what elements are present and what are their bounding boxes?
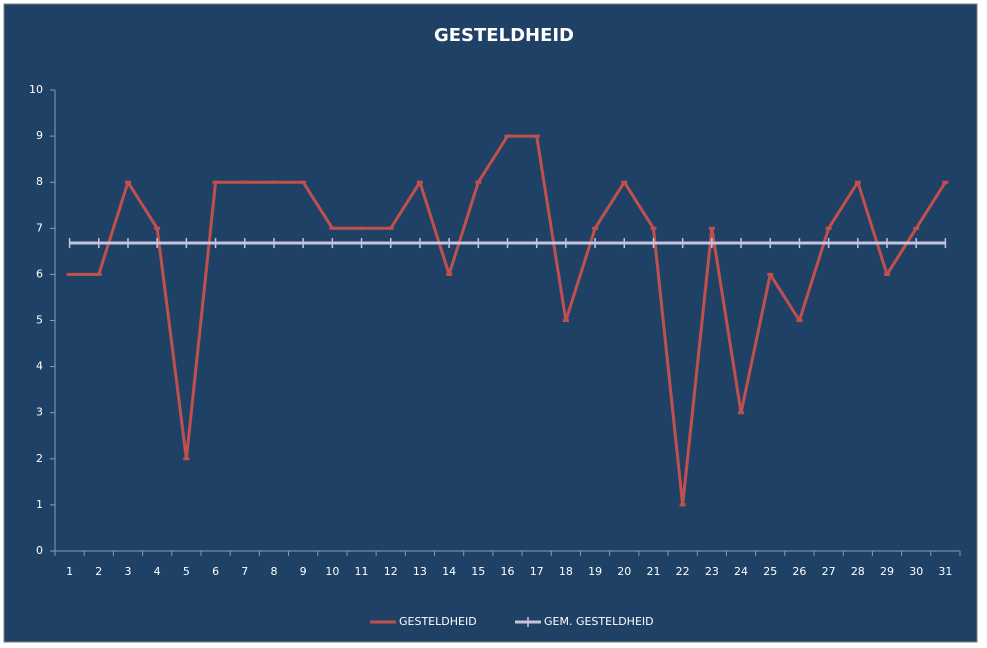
x-tick-label: 22 (676, 565, 690, 578)
x-tick-label: 29 (880, 565, 894, 578)
y-tick-label: 0 (36, 544, 43, 557)
x-tick-label: 1 (66, 565, 73, 578)
x-tick-label: 25 (763, 565, 777, 578)
y-tick-label: 2 (36, 452, 43, 465)
chart-background (3, 3, 978, 643)
y-tick-label: 5 (36, 314, 43, 327)
x-tick-label: 12 (384, 565, 398, 578)
x-tick-label: 15 (471, 565, 485, 578)
x-tick-label: 3 (124, 565, 131, 578)
x-tick-label: 7 (241, 565, 248, 578)
x-tick-label: 30 (909, 565, 923, 578)
y-tick-label: 9 (36, 129, 43, 142)
chart-title: GESTELDHEID (434, 25, 574, 46)
x-tick-label: 19 (588, 565, 602, 578)
x-tick-label: 28 (851, 565, 865, 578)
x-tick-label: 13 (413, 565, 427, 578)
x-tick-label: 24 (734, 565, 748, 578)
y-tick-label: 4 (36, 360, 43, 373)
x-tick-label: 16 (501, 565, 515, 578)
x-tick-label: 9 (300, 565, 307, 578)
x-tick-label: 18 (559, 565, 573, 578)
y-tick-label: 8 (36, 175, 43, 188)
x-tick-label: 14 (442, 565, 456, 578)
x-tick-label: 5 (183, 565, 190, 578)
y-tick-label: 6 (36, 267, 43, 280)
x-tick-label: 11 (355, 565, 369, 578)
x-tick-label: 26 (792, 565, 806, 578)
x-tick-label: 21 (646, 565, 660, 578)
legend-label: GEM. GESTELDHEID (544, 615, 654, 628)
y-tick-label: 10 (29, 83, 43, 96)
x-tick-label: 10 (325, 565, 339, 578)
x-tick-label: 31 (938, 565, 952, 578)
x-tick-label: 4 (154, 565, 161, 578)
x-tick-label: 17 (530, 565, 544, 578)
y-tick-label: 1 (36, 498, 43, 511)
x-tick-label: 2 (95, 565, 102, 578)
x-tick-label: 23 (705, 565, 719, 578)
x-tick-label: 6 (212, 565, 219, 578)
legend-label: GESTELDHEID (399, 615, 477, 628)
y-tick-label: 7 (36, 221, 43, 234)
x-tick-label: 20 (617, 565, 631, 578)
x-tick-label: 27 (822, 565, 836, 578)
x-tick-label: 8 (270, 565, 277, 578)
y-tick-label: 3 (36, 406, 43, 419)
